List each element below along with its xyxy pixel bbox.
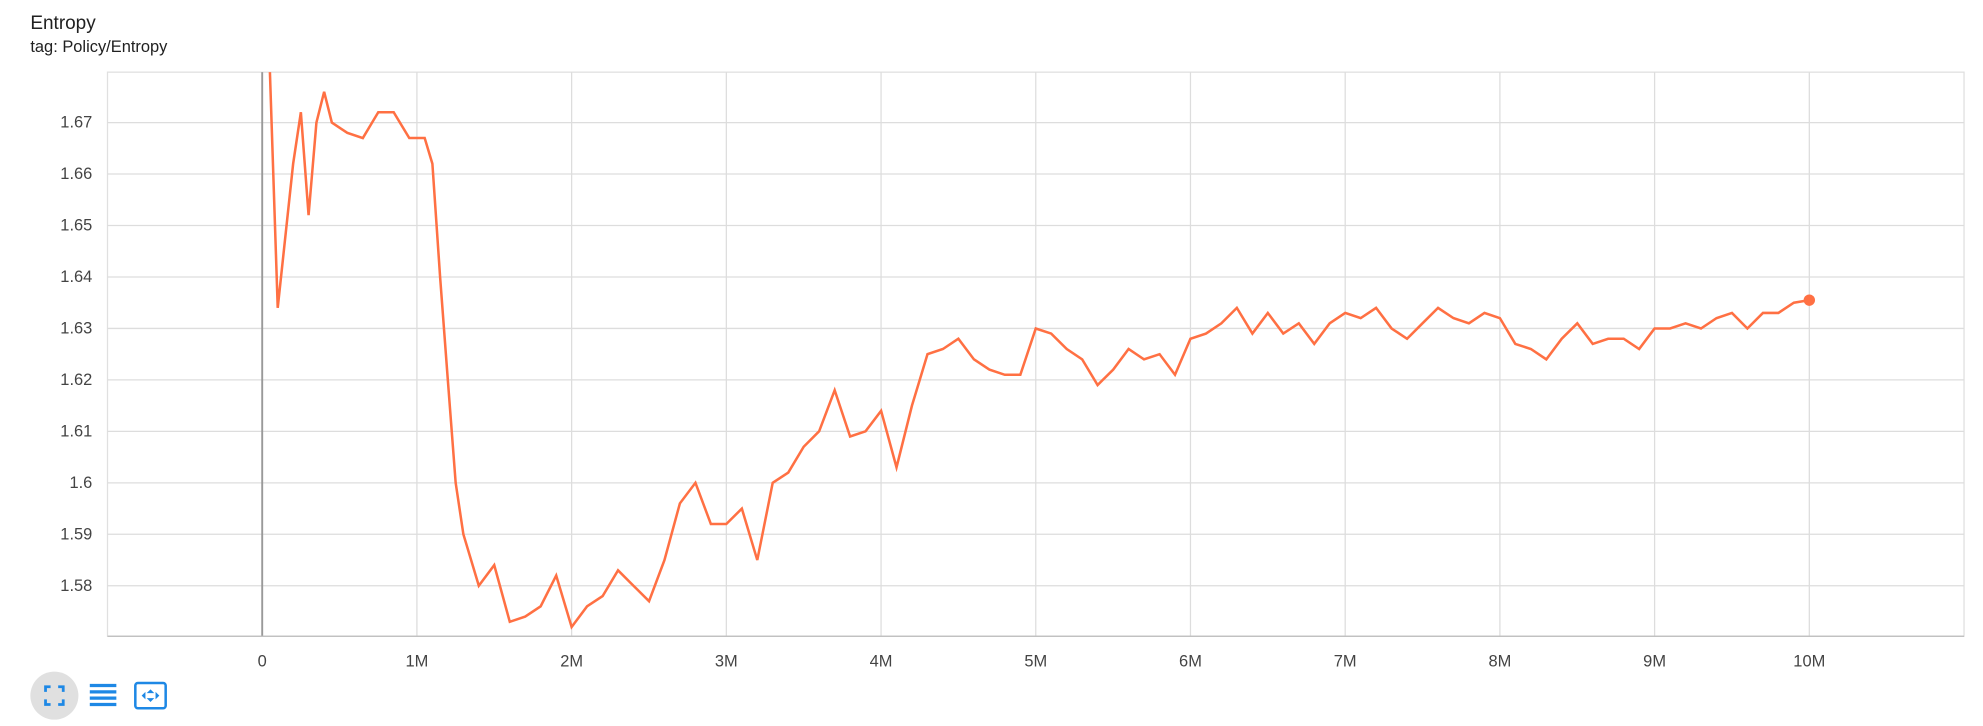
x-tick-label: 6M	[1179, 653, 1202, 671]
x-tick-label: 8M	[1488, 653, 1511, 671]
x-tick-label: 5M	[1024, 653, 1047, 671]
y-tick-label: 1.67	[60, 114, 92, 132]
x-tick-label: 2M	[560, 653, 583, 671]
last-point	[1803, 294, 1816, 306]
y-tick-label: 1.59	[60, 525, 92, 543]
y-tick-label: 1.6	[69, 474, 92, 492]
series-line	[268, 72, 1810, 630]
x-tick-label: 7M	[1334, 653, 1357, 671]
log-scale-button[interactable]	[89, 683, 117, 707]
x-tick-label: 4M	[870, 653, 893, 671]
y-tick-label: 1.65	[60, 217, 92, 235]
x-tick-label: 0	[258, 653, 267, 671]
x-tick-label: 10M	[1793, 653, 1825, 671]
chart-subtitle: tag: Policy/Entropy	[30, 38, 168, 56]
y-tick-label: 1.63	[60, 320, 92, 338]
y-tick-label: 1.58	[60, 577, 92, 595]
plot: 1.58 1.59 1.6 1.61 1.62 1.63 1.64 1.65 1.66 1.67 0…	[60, 71, 1965, 671]
x-tick-label: 1M	[405, 653, 428, 671]
y-tick-label: 1.64	[60, 268, 92, 286]
y-tick-label: 1.62	[60, 371, 92, 389]
chart-title: Entropy	[30, 13, 96, 34]
x-tick-label: 9M	[1643, 653, 1666, 671]
y-tick-label: 1.61	[60, 422, 92, 440]
zoom-button[interactable]	[134, 681, 167, 710]
y-tick-label: 1.66	[60, 165, 92, 183]
fit-button[interactable]	[30, 671, 79, 720]
x-tick-label: 3M	[715, 653, 738, 671]
